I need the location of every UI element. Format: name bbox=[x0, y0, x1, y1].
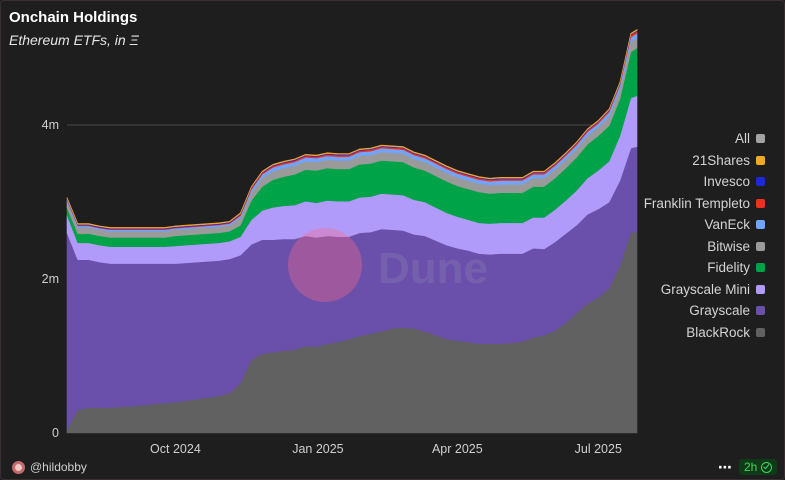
y-tick-label: 4m bbox=[42, 118, 59, 132]
refresh-interval: 2h bbox=[744, 460, 758, 474]
legend-swatch bbox=[756, 134, 765, 144]
legend-item-21shares[interactable]: 21Shares bbox=[692, 150, 765, 172]
series-area-21shares bbox=[66, 28, 638, 229]
more-options-icon[interactable]: ⋯ bbox=[718, 459, 733, 475]
legend-label: BlackRock bbox=[686, 324, 750, 340]
chart-legend: All 21Shares Invesco Franklin Templeto VanEc… bbox=[644, 128, 765, 343]
legend-item-franklin-templeto[interactable]: Franklin Templeto bbox=[644, 193, 765, 215]
x-tick-label: Jul 2025 bbox=[575, 442, 622, 456]
chart-title: Onchain Holdings bbox=[9, 9, 138, 26]
legend-item-grayscale[interactable]: Grayscale bbox=[689, 300, 765, 322]
legend-label: Grayscale bbox=[689, 303, 750, 319]
legend-item-blackrock[interactable]: BlackRock bbox=[686, 322, 765, 344]
legend-label: 21Shares bbox=[692, 152, 750, 168]
legend-label: Grayscale Mini bbox=[660, 281, 750, 297]
legend-item-vaneck[interactable]: VanEck bbox=[704, 214, 765, 236]
legend-swatch bbox=[756, 327, 765, 337]
legend-swatch bbox=[756, 155, 765, 165]
y-tick-label: 0 bbox=[52, 426, 59, 440]
avatar-icon bbox=[12, 460, 25, 474]
refresh-status-badge[interactable]: 2h bbox=[739, 459, 778, 475]
chart-subtitle: Ethereum ETFs, in Ξ bbox=[9, 32, 139, 48]
legend-swatch bbox=[756, 263, 765, 273]
dune-watermark: Dune bbox=[288, 228, 488, 302]
legend-label: Invesco bbox=[703, 174, 750, 190]
legend-label: Bitwise bbox=[707, 238, 750, 254]
check-circle-icon bbox=[761, 461, 773, 473]
author-credit[interactable]: @hildobby bbox=[12, 460, 87, 474]
legend-item-bitwise[interactable]: Bitwise bbox=[707, 236, 765, 258]
x-tick-label: Jan 2025 bbox=[292, 442, 343, 456]
legend-item-grayscale-mini[interactable]: Grayscale Mini bbox=[661, 279, 765, 301]
legend-swatch bbox=[756, 177, 765, 187]
legend-swatch bbox=[756, 306, 765, 316]
legend-label: Fidelity bbox=[707, 260, 750, 276]
legend-swatch bbox=[756, 220, 765, 230]
legend-swatch bbox=[756, 198, 765, 208]
legend-item-all[interactable]: All bbox=[735, 128, 765, 150]
legend-label: VanEck bbox=[704, 217, 750, 233]
x-tick-label: Apr 2025 bbox=[432, 442, 483, 456]
legend-item-fidelity[interactable]: Fidelity bbox=[707, 257, 765, 279]
x-tick-label: Oct 2024 bbox=[150, 442, 201, 456]
legend-item-invesco[interactable]: Invesco bbox=[703, 171, 765, 193]
author-name: @hildobby bbox=[30, 460, 87, 474]
legend-label: All bbox=[734, 131, 750, 147]
legend-swatch bbox=[756, 284, 765, 294]
svg-text:Dune: Dune bbox=[378, 244, 488, 293]
y-tick-label: 2m bbox=[42, 272, 59, 286]
legend-label: Franklin Templeto bbox=[643, 195, 750, 211]
legend-swatch bbox=[756, 241, 765, 251]
